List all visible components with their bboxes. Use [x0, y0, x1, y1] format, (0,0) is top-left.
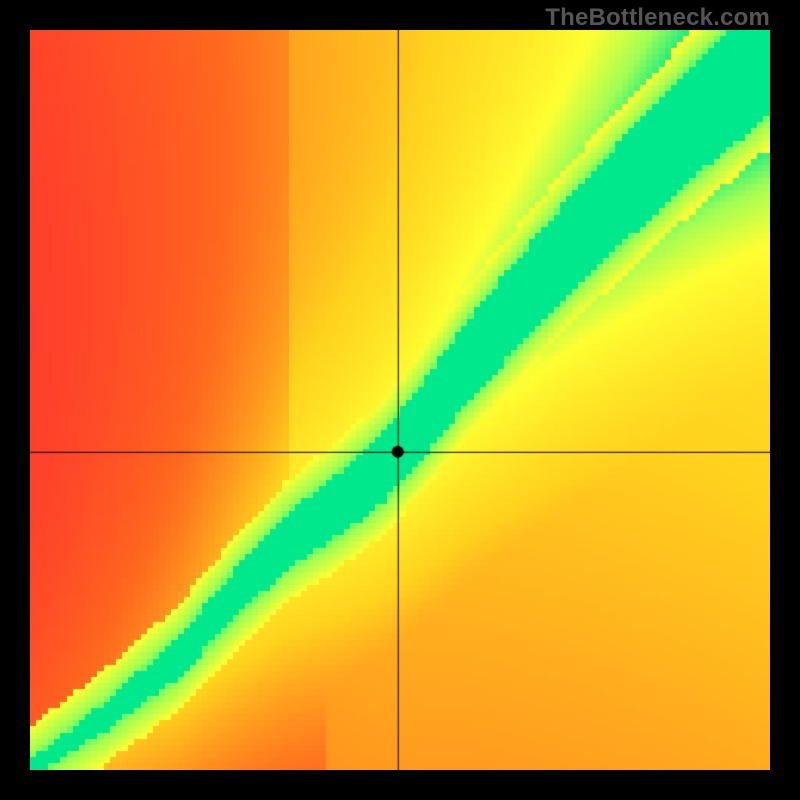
bottleneck-heatmap: [30, 30, 770, 770]
watermark-text: TheBottleneck.com: [545, 4, 770, 32]
